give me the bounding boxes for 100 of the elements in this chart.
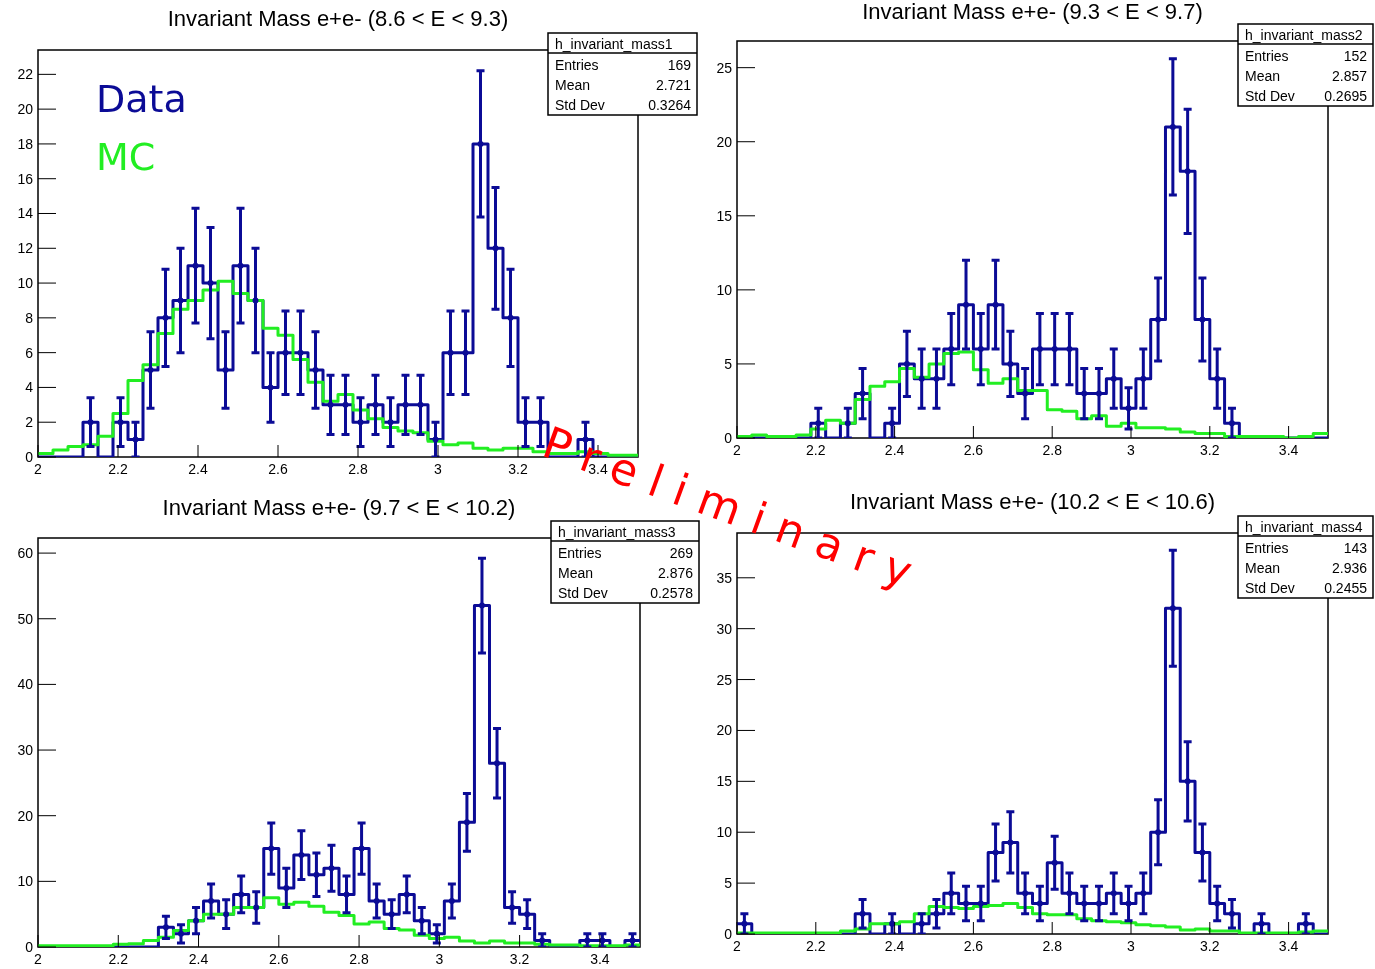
point bbox=[1066, 890, 1073, 897]
point bbox=[328, 865, 335, 872]
point bbox=[387, 419, 394, 426]
point bbox=[237, 262, 244, 269]
x-tick-label: 2.8 bbox=[1042, 938, 1063, 954]
point bbox=[741, 920, 748, 927]
point bbox=[992, 301, 999, 308]
text: MC bbox=[96, 135, 156, 179]
point bbox=[992, 849, 999, 856]
x-tick-label: 2.8 bbox=[348, 461, 368, 477]
point bbox=[1199, 849, 1206, 856]
x-tick-label: 3.2 bbox=[1200, 938, 1220, 954]
x-tick-label: 3 bbox=[434, 461, 443, 477]
y-tick-label: 10 bbox=[17, 275, 34, 292]
y-tick-label: 5 bbox=[724, 355, 733, 372]
y-tick-label: 22 bbox=[17, 66, 34, 83]
point bbox=[238, 891, 245, 898]
annotation: Mean bbox=[1245, 560, 1281, 576]
text: 0.3264 bbox=[648, 97, 692, 113]
x-tick-label: 2.2 bbox=[108, 461, 128, 477]
point bbox=[1022, 390, 1029, 397]
x-tick-label: 2.8 bbox=[1042, 442, 1063, 458]
point bbox=[1110, 375, 1117, 382]
annotation: Mean bbox=[555, 77, 591, 93]
point bbox=[477, 140, 484, 147]
point bbox=[1140, 375, 1147, 382]
x-tick-label: 3 bbox=[1127, 938, 1136, 954]
point bbox=[447, 349, 454, 356]
chart-title: Invariant Mass e+e- (9.7 < E < 10.2) bbox=[162, 495, 516, 520]
y-tick-label: 18 bbox=[17, 135, 34, 152]
y-tick-label: 0 bbox=[724, 926, 733, 942]
point bbox=[147, 367, 154, 374]
point bbox=[1169, 605, 1176, 612]
point bbox=[402, 401, 409, 408]
annotation: h_invariant_mass1 bbox=[555, 36, 673, 52]
point bbox=[252, 297, 259, 304]
point bbox=[918, 920, 925, 927]
x-tick-label: 3.2 bbox=[508, 461, 528, 477]
point bbox=[524, 911, 531, 918]
text: 152 bbox=[1343, 48, 1368, 64]
annotation: h_invariant_mass4 bbox=[1245, 519, 1363, 535]
y-tick-label: 10 bbox=[17, 873, 34, 890]
point bbox=[358, 845, 365, 852]
point bbox=[1228, 420, 1235, 427]
point bbox=[207, 280, 214, 287]
point bbox=[1007, 839, 1014, 846]
y-tick-label: 0 bbox=[25, 449, 34, 465]
x-tick-label: 2.6 bbox=[268, 461, 288, 477]
point bbox=[193, 917, 200, 924]
point bbox=[509, 904, 516, 911]
annotation: Entries bbox=[1245, 48, 1289, 64]
point bbox=[1155, 829, 1162, 836]
x-tick-label: 2.4 bbox=[188, 461, 208, 477]
y-tick-label: 25 bbox=[716, 671, 733, 688]
point bbox=[132, 436, 139, 443]
y-tick-label: 30 bbox=[17, 742, 34, 759]
point bbox=[1110, 890, 1117, 897]
point bbox=[918, 375, 925, 382]
point bbox=[268, 845, 275, 852]
point bbox=[1199, 316, 1206, 323]
point bbox=[494, 760, 501, 767]
point bbox=[903, 360, 910, 367]
point bbox=[192, 262, 199, 269]
x-tick-label: 2.2 bbox=[108, 951, 129, 967]
point bbox=[859, 390, 866, 397]
point bbox=[1184, 168, 1191, 175]
x-tick-label: 2.2 bbox=[806, 938, 826, 954]
point bbox=[1125, 405, 1132, 412]
point bbox=[478, 602, 485, 609]
text: 169 bbox=[667, 57, 692, 73]
y-tick-label: 40 bbox=[17, 676, 34, 693]
x-tick-label: 2.6 bbox=[269, 951, 289, 967]
x-tick-label: 3.2 bbox=[1200, 442, 1220, 458]
x-tick-label: 3 bbox=[435, 951, 444, 967]
x-tick-label: 3.4 bbox=[1278, 442, 1299, 458]
x-tick-label: 3.4 bbox=[590, 951, 610, 967]
text: 2.857 bbox=[1331, 68, 1368, 84]
point bbox=[948, 346, 955, 353]
y-tick-label: 15 bbox=[716, 773, 733, 790]
x-tick-label: 2.4 bbox=[188, 951, 209, 967]
point bbox=[162, 924, 169, 931]
point bbox=[223, 911, 230, 918]
point bbox=[298, 852, 305, 859]
point bbox=[1184, 778, 1191, 785]
y-tick-label: 5 bbox=[724, 875, 733, 892]
y-tick-label: 20 bbox=[17, 807, 34, 824]
annotation: Std Dev bbox=[1245, 580, 1295, 596]
point bbox=[1169, 123, 1176, 130]
annotation: Mean bbox=[1245, 68, 1281, 84]
point bbox=[372, 401, 379, 408]
x-tick-label: 2.6 bbox=[963, 938, 984, 954]
point bbox=[418, 917, 425, 924]
y-tick-label: 0 bbox=[25, 939, 34, 955]
point bbox=[1214, 375, 1221, 382]
point bbox=[507, 314, 514, 321]
point bbox=[963, 301, 970, 308]
chart-title: Invariant Mass e+e- (8.6 < E < 9.3) bbox=[167, 6, 509, 31]
point bbox=[1022, 890, 1029, 897]
y-tick-label: 4 bbox=[25, 379, 34, 396]
x-tick-label: 3 bbox=[1127, 442, 1136, 458]
